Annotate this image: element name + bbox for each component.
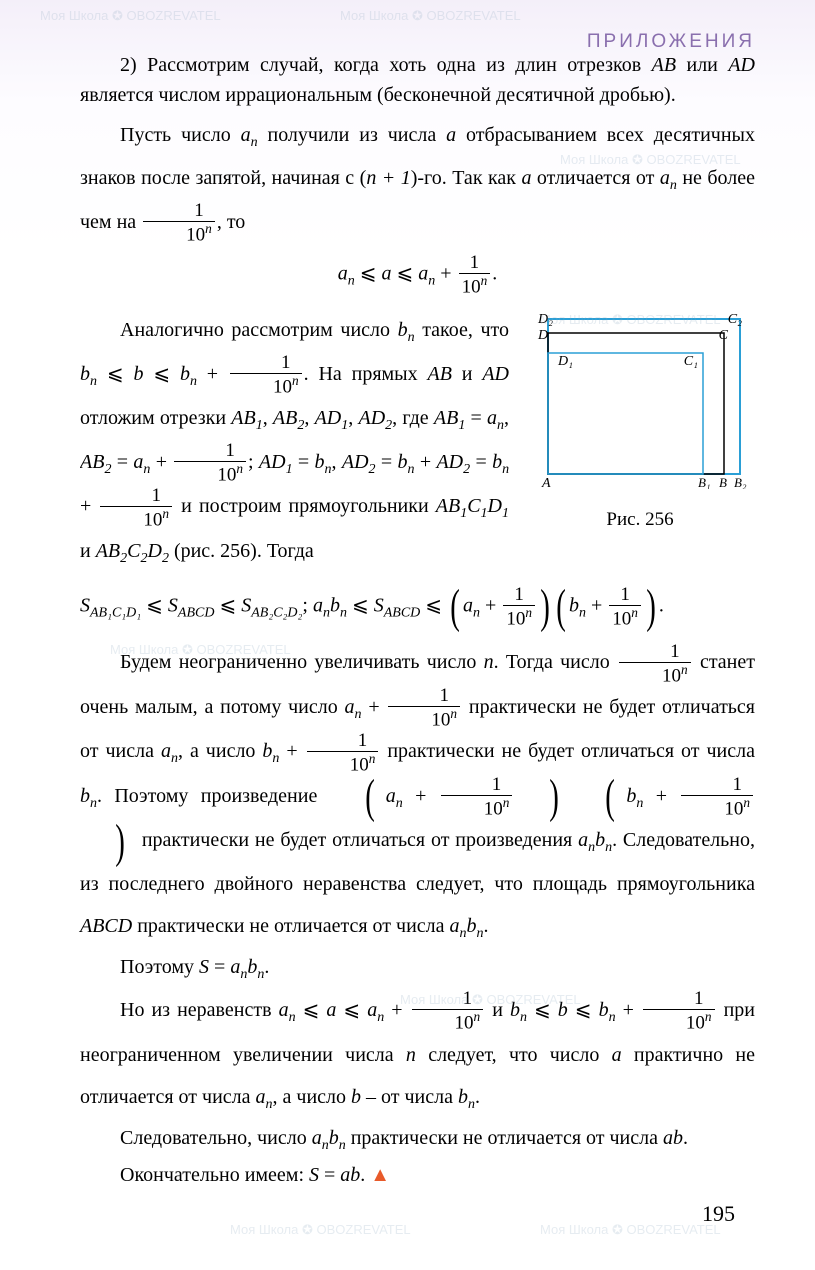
paragraph-3a: Аналогично рассмотрим число bn такое, чт… xyxy=(80,309,509,573)
svg-text:D₁: D₁ xyxy=(557,354,573,369)
svg-text:D: D xyxy=(537,328,548,343)
qed-triangle-icon: ▲ xyxy=(370,1164,390,1186)
watermark: Моя Школа ✪ OBOZREVATEL xyxy=(340,6,521,26)
paragraph-5: Поэтому S = anbn. xyxy=(80,952,755,985)
svg-text:C: C xyxy=(719,328,729,343)
svg-text:B₁: B₁ xyxy=(698,475,710,489)
watermark: Моя Школа ✪ OBOZREVATEL xyxy=(540,1220,721,1240)
paragraph-1: 2) Рассмотрим случай, когда хоть одна из… xyxy=(80,50,755,110)
svg-text:A: A xyxy=(541,476,551,489)
svg-text:D₂: D₂ xyxy=(537,312,553,327)
page-number: 195 xyxy=(702,1197,735,1230)
paragraph-2: Пусть число an получили из числа a отбра… xyxy=(80,114,755,245)
figure-svg: D₂ C₂ D C D₁ C₁ A B₁ B B₂ xyxy=(530,309,750,489)
section-header: ПРИЛОЖЕНИЯ xyxy=(587,28,755,57)
watermark: Моя Школа ✪ OBOZREVATEL xyxy=(40,6,221,26)
paragraph-6: Но из неравенств an ⩽ a ⩽ an + 110n и bn… xyxy=(80,989,755,1119)
svg-text:B: B xyxy=(719,475,727,489)
equation-1: an ⩽ a ⩽ an + 110n. xyxy=(80,253,755,297)
figure-256: D₂ C₂ D C D₁ C₁ A B₁ B B₂ Рис. 256 xyxy=(525,309,755,535)
paragraph-8: Окончательно имеем: S = ab. ▲ xyxy=(80,1160,755,1190)
equation-2: SAB₁C₁D₁ ⩽ SABCD ⩽ SAB₂C₂D₂; anbn ⩽ SABC… xyxy=(80,585,755,629)
svg-text:C₂: C₂ xyxy=(728,312,742,327)
svg-text:C₁: C₁ xyxy=(684,354,698,369)
paragraph-7: Следовательно, число anbn практически не… xyxy=(80,1123,755,1156)
svg-text:B₂: B₂ xyxy=(734,475,747,489)
figure-caption: Рис. 256 xyxy=(525,506,755,535)
page-content: 2) Рассмотрим случай, когда хоть одна из… xyxy=(80,50,755,1190)
paragraph-4: Будем неограниченно увеличивать число n.… xyxy=(80,641,755,948)
watermark: Моя Школа ✪ OBOZREVATEL xyxy=(230,1220,411,1240)
fraction-1-over-10n: 1 10n xyxy=(143,201,215,245)
